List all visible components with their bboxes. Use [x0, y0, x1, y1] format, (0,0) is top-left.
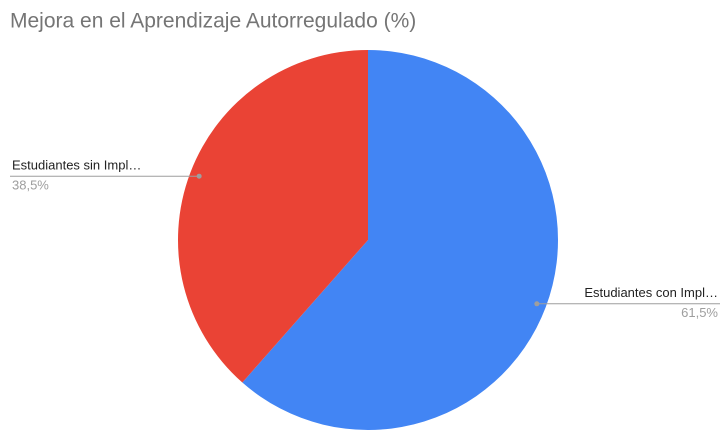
leader-dot — [534, 301, 540, 307]
pie-slice — [177, 49, 368, 383]
slice-value-label: 61,5% — [681, 305, 718, 320]
pie-slice — [242, 50, 558, 430]
slice-label: Estudiantes sin Impl… — [12, 158, 141, 173]
slice-value-label: 38,5% — [12, 178, 49, 193]
chart-title: Mejora en el Aprendizaje Autorregulado (… — [10, 10, 416, 33]
slice-label: Estudiantes con Impl… — [584, 285, 718, 300]
leader-dot — [196, 173, 202, 179]
